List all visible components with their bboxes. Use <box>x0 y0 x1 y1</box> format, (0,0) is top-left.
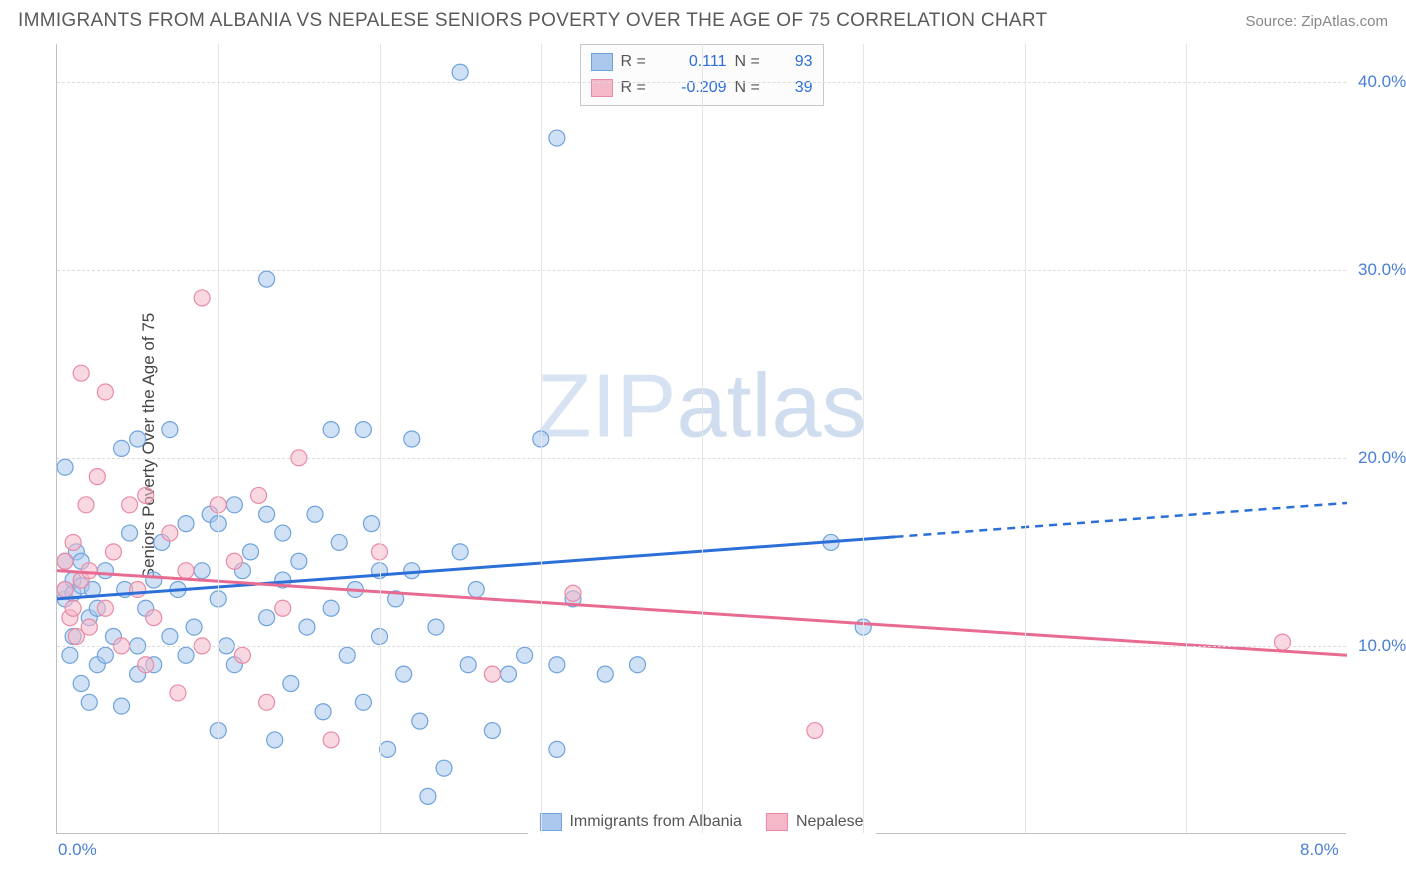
legend-item: Immigrants from Albania <box>539 813 742 831</box>
gridline-v <box>218 44 219 833</box>
legend-label-2: Nepalese <box>796 813 864 831</box>
y-tick-label: 20.0% <box>1358 448 1396 468</box>
legend-swatch-series1 <box>539 813 561 831</box>
legend-n-label: N = <box>735 53 769 71</box>
legend-swatch-series1 <box>591 53 613 71</box>
gridline-v <box>380 44 381 833</box>
x-tick-label: 0.0% <box>58 840 97 860</box>
y-tick-label: 30.0% <box>1358 260 1396 280</box>
chart-source: Source: ZipAtlas.com <box>1245 13 1388 30</box>
y-tick-label: 10.0% <box>1358 636 1396 656</box>
legend-label-1: Immigrants from Albania <box>569 813 742 831</box>
legend-n-value-1: 93 <box>783 53 813 71</box>
x-tick-label: 8.0% <box>1300 840 1339 860</box>
gridline-v <box>1025 44 1026 833</box>
plot-area: ZIPatlas R = 0.111 N = 93 R = -0.209 N =… <box>56 44 1346 834</box>
gridline-v <box>863 44 864 833</box>
gridline-v <box>1186 44 1187 833</box>
gridline-v <box>702 44 703 833</box>
chart-header: IMMIGRANTS FROM ALBANIA VS NEPALESE SENI… <box>18 10 1388 32</box>
legend-swatch-series2 <box>766 813 788 831</box>
legend-r-label: R = <box>621 53 655 71</box>
legend-r-value-1: 0.111 <box>663 53 727 71</box>
chart-title: IMMIGRANTS FROM ALBANIA VS NEPALESE SENI… <box>18 10 1047 32</box>
y-tick-label: 40.0% <box>1358 72 1396 92</box>
legend-item: Nepalese <box>766 813 864 831</box>
gridline-v <box>541 44 542 833</box>
